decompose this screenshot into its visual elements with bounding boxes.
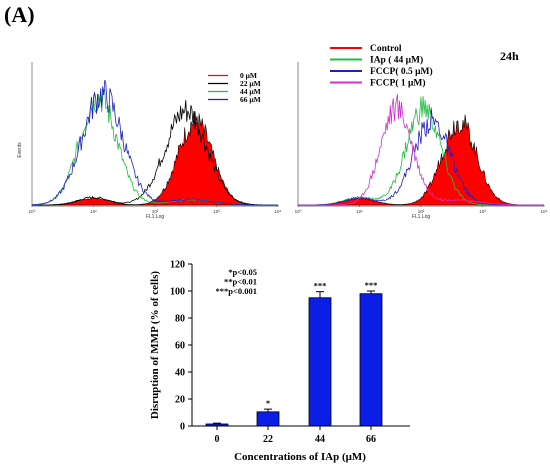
x-tick-label: 0 — [215, 434, 220, 445]
h1-ylabel: Events — [17, 142, 23, 158]
significance-mark: * — [266, 398, 270, 408]
h2-annotation: 24h — [500, 49, 519, 63]
y-tick-label: 0 — [180, 422, 185, 433]
x-tick-label: 10¹ — [356, 209, 363, 214]
h2-curves — [298, 93, 544, 206]
significance-note: **p<0.01 — [224, 277, 257, 287]
significance-mark: *** — [365, 280, 378, 290]
h2-xlabel: FL1 Log — [412, 214, 431, 220]
x-tick-label: 10³ — [213, 209, 220, 214]
legend-entry: IAp ( 44 μM) — [370, 55, 423, 66]
legend-entry: FCCP( 1 μM) — [370, 78, 426, 89]
x-tick-label: 10⁰ — [295, 209, 302, 214]
significance-note: *p<0.05 — [228, 267, 257, 277]
h1-xlabel: FL1 Log — [146, 214, 165, 220]
histogram-series-2 — [32, 88, 278, 206]
significance-note: ***p<0.001 — [216, 286, 257, 296]
x-tick-label: 10¹ — [90, 209, 97, 214]
x-tick-label: 10⁴ — [541, 209, 548, 214]
histogram-series-0 — [32, 111, 278, 206]
significance-mark: *** — [314, 281, 327, 291]
histogram-series-1 — [32, 100, 278, 206]
x-tick-label: 10⁰ — [29, 209, 36, 214]
y-tick-label: 80 — [175, 314, 185, 325]
legend-entry: 66 μM — [240, 95, 261, 104]
bar-chart: Disruption of MMP (% of cells) 0 20 40 60 80… — [149, 260, 410, 463]
x-tick-label: 22 — [263, 434, 273, 445]
x-tick-label: 10² — [152, 209, 159, 214]
bar — [256, 411, 280, 427]
histogram-series-0 — [298, 114, 544, 206]
histogram-series-2 — [298, 109, 544, 206]
histogram-series-3 — [32, 79, 278, 206]
bar — [359, 293, 383, 427]
bar-ylabel: Disruption of MMP (% of cells) — [149, 271, 161, 420]
legend-entry: Control — [370, 44, 402, 54]
x-tick-label: 44 — [315, 434, 325, 445]
x-tick-label: 10³ — [479, 209, 486, 214]
y-tick-label: 100 — [170, 287, 185, 298]
h1-curves — [32, 79, 278, 206]
y-tick-label: 20 — [175, 395, 185, 406]
significance-notes: *p<0.05**p<0.01***p<0.001 — [216, 267, 257, 296]
x-tick-label: 66 — [366, 434, 376, 445]
x-tick-label: 10² — [418, 209, 425, 214]
y-tick-label: 40 — [175, 368, 185, 379]
legend-entry: 0 μM — [240, 71, 257, 80]
legend-entry: FCCP( 0.5 μM) — [370, 66, 433, 77]
bar — [308, 297, 332, 427]
bar-xlabel: Concentrations of IAp (μM) — [234, 451, 366, 463]
histogram-series-1 — [298, 96, 544, 206]
y-tick-label: 120 — [170, 260, 185, 271]
histogram-series-3 — [298, 93, 544, 206]
y-tick-label: 60 — [175, 341, 185, 352]
panel-label: (A) — [4, 2, 35, 27]
legend-entry: 44 μM — [240, 87, 261, 96]
x-tick-label: 10⁴ — [275, 209, 282, 214]
legend-entry: 22 μM — [240, 79, 261, 88]
